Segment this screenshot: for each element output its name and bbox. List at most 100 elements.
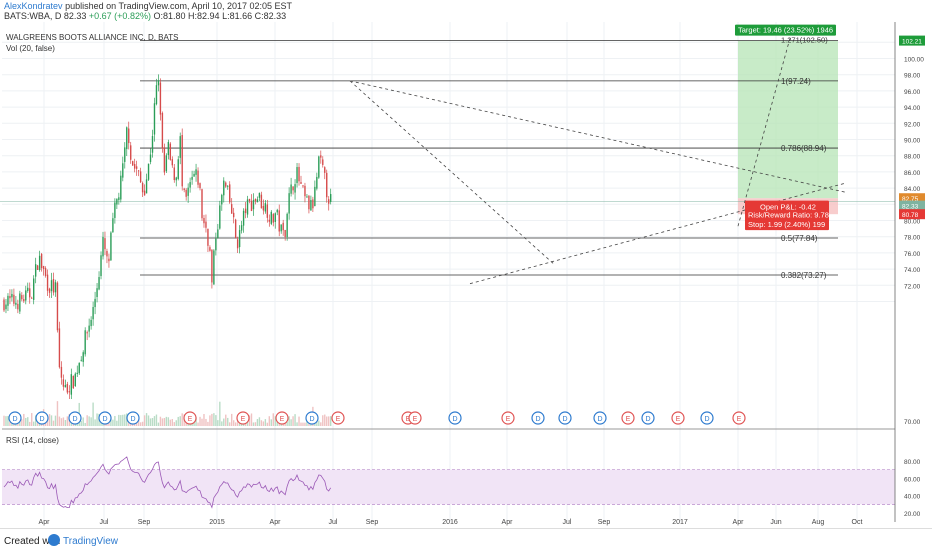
candle-body xyxy=(60,366,63,378)
volume-bar xyxy=(221,421,223,426)
candle-body xyxy=(66,383,69,393)
event-marker-label: D xyxy=(704,416,709,423)
candle-body xyxy=(48,288,51,293)
fib-label-hidden: 1.271(102.50) xyxy=(781,36,828,45)
volume-bar xyxy=(209,415,211,426)
volume-bar xyxy=(177,416,179,426)
rsi-panel xyxy=(2,456,895,509)
volume-bar xyxy=(23,413,25,426)
time-tick-label: Aug xyxy=(812,519,825,526)
candle-body xyxy=(187,187,189,196)
candle-body xyxy=(9,296,11,299)
event-marker-label: E xyxy=(241,416,246,423)
volume-bar xyxy=(139,422,142,426)
volume-bar xyxy=(25,417,27,426)
candle-body xyxy=(298,166,300,182)
candle-body xyxy=(179,136,181,158)
volume-bar xyxy=(290,419,292,426)
event-marker-label: E xyxy=(737,416,742,423)
earnings-marker xyxy=(732,411,746,425)
event-marker-label: E xyxy=(676,416,681,423)
candle-body xyxy=(256,199,259,203)
volume-bar xyxy=(236,420,239,426)
candle-body xyxy=(213,250,215,285)
tradingview-logo-icon xyxy=(48,534,60,546)
candle-body xyxy=(17,303,19,310)
low-value: L:81.66 xyxy=(222,11,253,21)
candle-body xyxy=(181,134,183,187)
dividend-marker xyxy=(98,411,112,425)
candle-body xyxy=(135,166,138,169)
candle-body xyxy=(40,253,43,269)
candle-body xyxy=(286,213,288,237)
candle-body xyxy=(227,185,229,187)
volume-bar xyxy=(60,418,63,426)
author-link[interactable]: AlexKondratev xyxy=(4,1,63,11)
price-chart[interactable]: 1(97.24) 0.786(88.94) 0.5(77.84) 0.382(73.2… xyxy=(0,0,932,528)
volume-bar xyxy=(248,415,251,426)
volume-bar xyxy=(324,414,326,426)
support-trendline xyxy=(469,182,846,285)
volume-bar xyxy=(141,421,144,426)
earnings-marker xyxy=(236,411,250,425)
candle-body xyxy=(72,375,74,389)
time-tick-label: Sep xyxy=(366,519,379,526)
candle-body xyxy=(250,200,253,211)
volume-bar xyxy=(165,416,168,426)
dividend-marker xyxy=(68,411,82,425)
volume-bar xyxy=(264,419,267,426)
volume-bar xyxy=(96,413,98,426)
candle-body xyxy=(54,282,57,293)
candle-body xyxy=(31,297,33,299)
dividend-marker xyxy=(531,411,545,425)
volume-bar xyxy=(90,417,92,426)
candle-body xyxy=(130,145,132,160)
volume-bar xyxy=(155,414,158,426)
volume-bar xyxy=(272,413,274,426)
fan-trendline xyxy=(349,80,556,266)
candle-body xyxy=(118,197,120,201)
candle-body xyxy=(284,229,286,237)
volume-bar xyxy=(161,418,164,426)
candle-body xyxy=(288,193,290,214)
trendlines[interactable] xyxy=(349,38,846,285)
candle-body xyxy=(143,190,146,196)
earnings-marker xyxy=(331,411,345,425)
volume-bar xyxy=(298,416,300,426)
price-tag-label: 82.33 xyxy=(902,204,919,211)
event-marker-label: D xyxy=(130,416,135,423)
dividend-marker xyxy=(593,411,607,425)
dividend-marker xyxy=(700,411,714,425)
last-price: 82.33 xyxy=(63,11,87,21)
event-marker-label: D xyxy=(12,416,17,423)
volume-bar xyxy=(48,414,51,426)
rsi-tick-label: 20.00 xyxy=(904,511,921,518)
candle-body xyxy=(98,277,100,290)
candle-body xyxy=(195,169,197,175)
volume-bar xyxy=(147,415,150,426)
volume-bar xyxy=(157,422,160,426)
candle-body xyxy=(15,302,17,305)
price-tick-label: 88.00 xyxy=(904,154,921,161)
volume-bar xyxy=(52,420,55,426)
candle-body xyxy=(177,159,179,179)
tradingview-brand[interactable]: TradingView xyxy=(63,536,119,547)
chart-title: WALGREENS BOOTS ALLIANCE INC, D, BATS xyxy=(6,33,178,42)
candle-body xyxy=(244,208,247,213)
candle-body xyxy=(236,239,239,249)
dividend-marker xyxy=(35,411,49,425)
candle-body xyxy=(21,295,23,300)
volume-bar xyxy=(227,417,229,426)
candle-body xyxy=(211,249,213,283)
volume-bar xyxy=(197,422,199,426)
candle-body xyxy=(221,194,223,205)
candle-body xyxy=(108,258,110,262)
symbol-label: BATS:WBA, D xyxy=(4,11,62,21)
volume-bar xyxy=(288,416,290,426)
event-marker-label: D xyxy=(72,416,77,423)
price-tick-label: 78.00 xyxy=(904,235,921,242)
candle-body xyxy=(42,265,45,270)
dividend-marker xyxy=(558,411,572,425)
event-marker-label: E xyxy=(506,416,511,423)
